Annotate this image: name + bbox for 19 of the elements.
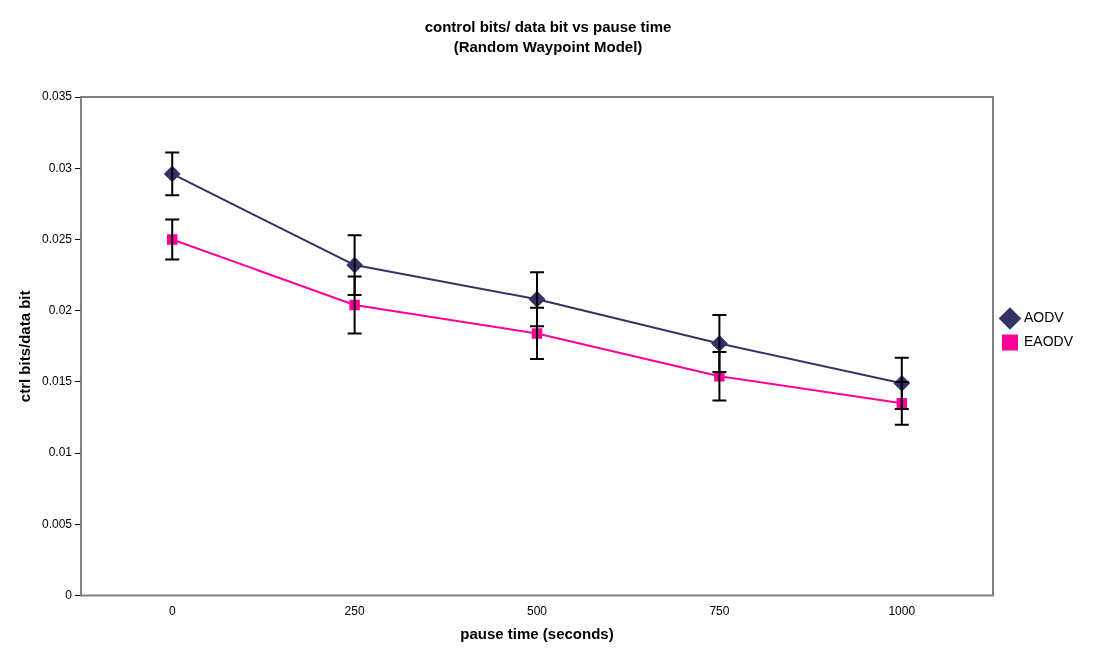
y-tick-label: 0.03 — [48, 160, 73, 175]
y-axis-title: ctrl bits/data bit — [16, 290, 34, 403]
y-tick-label: 0 — [65, 587, 73, 602]
x-tick-label: 1000 — [888, 604, 916, 619]
legend-label: AODV — [1023, 309, 1065, 326]
y-tick-label: 0.025 — [42, 231, 73, 246]
y-tick-label: 0.005 — [42, 516, 73, 531]
x-tick-label: 750 — [709, 604, 730, 619]
chart-subtitle: (Random Waypoint Model) — [453, 38, 643, 56]
x-tick-label: 500 — [526, 604, 548, 619]
x-tick-label: 0 — [168, 604, 176, 619]
x-tick-label: 250 — [344, 604, 365, 619]
y-tick-label: 0.015 — [42, 374, 73, 389]
y-tick-label: 0.02 — [48, 303, 73, 317]
x-axis-title: pause time (seconds) — [460, 625, 614, 643]
y-tick-label: 0.035 — [42, 89, 73, 104]
chart-title: control bits/ data bit vs pause time — [424, 18, 672, 36]
legend-label: EAODV — [1023, 333, 1074, 350]
y-tick-label: 0.01 — [48, 445, 73, 460]
